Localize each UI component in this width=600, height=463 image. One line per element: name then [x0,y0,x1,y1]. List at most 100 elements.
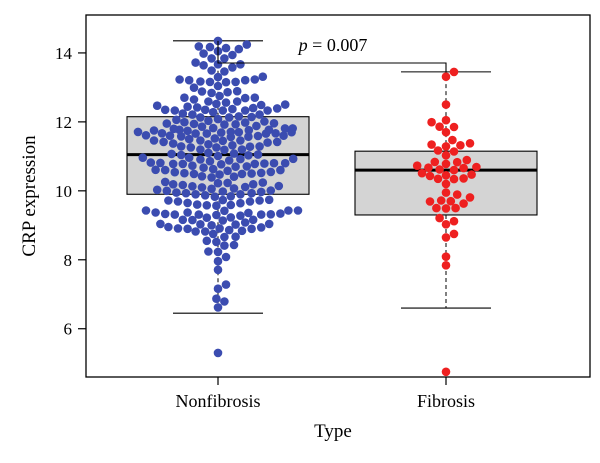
data-point-fibrosis [441,233,451,242]
data-point-nonfibrosis [183,102,192,111]
data-point-nonfibrosis [200,191,210,200]
data-point-nonfibrosis [146,158,156,167]
data-point-nonfibrosis [218,216,228,225]
data-point-nonfibrosis [178,180,188,190]
data-point-nonfibrosis [149,136,159,145]
data-point-nonfibrosis [234,112,244,121]
data-point-nonfibrosis [197,183,207,192]
data-point-nonfibrosis [248,215,258,225]
data-point-nonfibrosis [220,145,229,155]
data-point-nonfibrosis [202,213,212,222]
data-point-fibrosis [459,199,468,208]
data-point-nonfibrosis [160,105,170,115]
data-point-fibrosis [430,157,440,167]
data-point-fibrosis [459,163,468,173]
data-point-nonfibrosis [231,77,240,87]
data-point-nonfibrosis [181,188,191,198]
data-point-fibrosis [441,179,451,189]
data-point-nonfibrosis [202,129,212,138]
data-point-nonfibrosis [196,220,205,229]
data-point-nonfibrosis [188,182,197,191]
data-point-nonfibrosis [138,153,148,162]
data-point-nonfibrosis [176,142,186,151]
data-point-nonfibrosis [247,169,256,178]
data-point-nonfibrosis [276,209,285,218]
data-point-nonfibrosis [208,164,218,174]
data-point-fibrosis [435,122,444,131]
data-point-nonfibrosis [280,124,290,133]
data-point-fibrosis [467,170,476,179]
data-point-fibrosis [449,229,459,239]
data-point-nonfibrosis [173,224,183,233]
data-point-nonfibrosis [151,165,160,175]
data-point-fibrosis [449,165,459,175]
data-point-nonfibrosis [231,220,240,229]
data-point-nonfibrosis [224,225,234,235]
data-point-nonfibrosis [240,75,250,85]
data-point-nonfibrosis [178,159,188,169]
data-point-nonfibrosis [236,60,245,69]
data-point-fibrosis [412,161,422,170]
data-point-nonfibrosis [160,209,170,219]
data-point-nonfibrosis [223,87,232,97]
data-point-nonfibrosis [212,294,221,304]
data-point-fibrosis [441,115,451,125]
data-point-nonfibrosis [164,222,173,232]
data-point-nonfibrosis [280,100,290,109]
data-point-nonfibrosis [216,160,226,169]
data-point-nonfibrosis [252,121,261,131]
data-point-nonfibrosis [224,156,234,165]
data-point-nonfibrosis [205,42,215,52]
data-point-nonfibrosis [221,43,231,53]
data-point-nonfibrosis [204,247,213,256]
data-point-fibrosis [435,165,444,174]
data-point-fibrosis [451,203,460,213]
data-point-nonfibrosis [175,75,184,84]
data-point-nonfibrosis [204,148,213,158]
data-point-nonfibrosis [213,247,223,257]
data-point-nonfibrosis [189,119,199,129]
data-point-nonfibrosis [242,40,252,49]
data-point-nonfibrosis [245,197,255,206]
data-point-nonfibrosis [183,126,192,136]
data-point-nonfibrosis [197,87,207,96]
data-point-nonfibrosis [186,143,196,152]
data-point-fibrosis [456,141,465,150]
data-point-fibrosis [424,163,433,172]
data-point-nonfibrosis [263,106,272,115]
data-point-nonfibrosis [240,118,250,127]
data-point-nonfibrosis [236,154,245,164]
data-point-nonfibrosis [202,201,212,210]
data-point-nonfibrosis [221,280,231,289]
data-point-nonfibrosis [184,75,194,85]
plot-frame [85,14,591,378]
data-point-fibrosis [435,213,444,223]
data-point-fibrosis [459,174,468,183]
data-point-nonfibrosis [244,132,253,141]
data-point-nonfibrosis [205,77,215,87]
data-point-nonfibrosis [180,117,189,127]
data-point-nonfibrosis [170,106,180,115]
points-layer [133,36,481,377]
data-point-fibrosis [452,157,462,167]
data-point-nonfibrosis [208,107,218,117]
data-point-nonfibrosis [266,167,276,177]
data-point-nonfibrosis [213,256,223,266]
data-point-nonfibrosis [263,138,272,147]
data-point-fibrosis [449,174,459,184]
data-point-nonfibrosis [207,221,216,230]
data-point-nonfibrosis [212,210,221,220]
data-point-nonfibrosis [204,97,213,106]
data-point-nonfibrosis [167,149,176,159]
data-point-nonfibrosis [247,112,256,122]
data-point-nonfibrosis [215,224,224,233]
data-point-nonfibrosis [229,184,239,193]
data-point-nonfibrosis [172,188,181,197]
p-value: = 0.007 [308,35,368,55]
data-point-nonfibrosis [237,145,247,154]
data-point-nonfibrosis [183,208,192,217]
data-point-nonfibrosis [240,182,250,192]
data-point-nonfibrosis [197,172,207,181]
data-point-nonfibrosis [208,229,218,239]
